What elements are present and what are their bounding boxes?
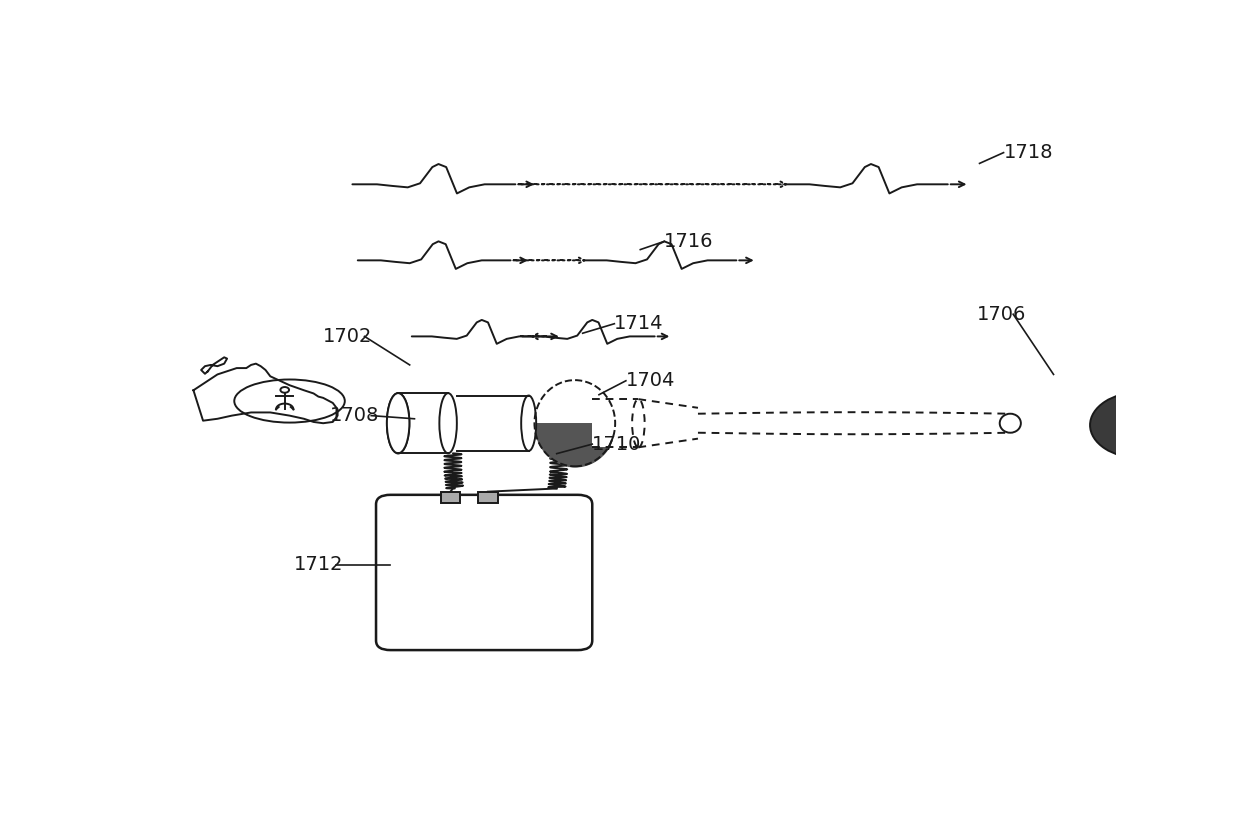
- Text: 1710: 1710: [593, 435, 641, 453]
- Bar: [440, 491, 460, 503]
- Bar: [398, 393, 448, 453]
- Polygon shape: [193, 364, 337, 423]
- Polygon shape: [201, 357, 227, 374]
- Bar: [456, 396, 528, 451]
- Bar: [479, 491, 497, 503]
- Bar: [593, 399, 639, 448]
- Ellipse shape: [521, 396, 536, 451]
- Circle shape: [1090, 393, 1190, 458]
- Ellipse shape: [999, 414, 1021, 433]
- Text: 1702: 1702: [324, 327, 372, 346]
- Ellipse shape: [632, 399, 645, 448]
- Text: 1716: 1716: [665, 232, 714, 251]
- Ellipse shape: [387, 393, 409, 453]
- Text: 1708: 1708: [330, 406, 379, 425]
- Text: 1712: 1712: [294, 555, 343, 574]
- Ellipse shape: [387, 393, 409, 453]
- Text: 1706: 1706: [977, 305, 1025, 323]
- Ellipse shape: [439, 393, 456, 453]
- FancyBboxPatch shape: [376, 495, 593, 650]
- Text: 1714: 1714: [614, 314, 663, 333]
- Text: 1718: 1718: [1003, 143, 1053, 162]
- Text: 1704: 1704: [626, 371, 676, 390]
